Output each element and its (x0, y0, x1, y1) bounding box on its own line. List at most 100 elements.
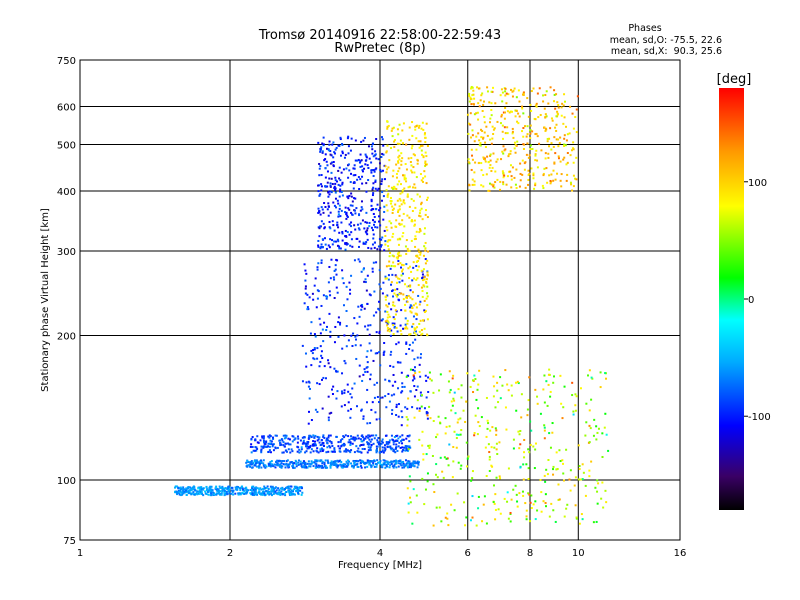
echo-point (328, 412, 331, 415)
echo-point (401, 450, 404, 453)
echo-point (515, 109, 518, 112)
echo-point (339, 136, 342, 139)
echo-point (312, 434, 315, 437)
echo-point (559, 460, 562, 463)
echo-point (529, 137, 532, 140)
echo-point (416, 460, 419, 463)
echo-point (471, 183, 474, 186)
echo-point (334, 191, 337, 194)
echo-point (350, 221, 353, 224)
echo-point (409, 368, 412, 371)
echo-point (494, 102, 497, 105)
echo-point (393, 186, 396, 189)
echo-point (353, 460, 356, 463)
echo-point (371, 188, 374, 191)
echo-point (372, 186, 375, 189)
echo-point (536, 509, 539, 512)
echo-point (405, 459, 408, 462)
echo-point (527, 156, 530, 159)
echo-point (353, 224, 356, 227)
echo-point (210, 485, 213, 488)
echo-point (401, 235, 404, 238)
echo-point (356, 159, 359, 162)
echo-point (264, 445, 267, 448)
echo-point (426, 216, 429, 219)
echo-point (377, 187, 380, 190)
echo-point (297, 463, 300, 466)
echo-point (417, 461, 420, 464)
echo-point (406, 407, 409, 410)
echo-point (526, 408, 529, 411)
echo-point (589, 427, 592, 430)
echo-point (366, 238, 369, 241)
echo-point (354, 344, 357, 347)
echo-point (340, 405, 343, 408)
echo-point (319, 444, 322, 447)
echo-point (192, 491, 195, 494)
echo-point (370, 247, 373, 250)
echo-point (304, 287, 307, 290)
echo-point (320, 439, 323, 442)
echo-point (347, 409, 350, 412)
echo-point (446, 512, 449, 515)
echo-point (424, 258, 427, 261)
echo-point (409, 310, 412, 313)
echo-point (319, 323, 322, 326)
echo-point (331, 444, 334, 447)
echo-point (325, 325, 328, 328)
x-tick-label: 8 (527, 548, 533, 559)
echo-point (477, 383, 480, 386)
echo-point (494, 518, 497, 521)
echo-point (326, 466, 329, 469)
echo-point (422, 453, 425, 456)
echo-point (525, 135, 528, 138)
echo-point (400, 163, 403, 166)
y-tick-label: 75 (63, 536, 76, 547)
echo-point (347, 463, 350, 466)
echo-point (218, 485, 221, 488)
echo-point (375, 447, 378, 450)
echo-point (174, 490, 177, 493)
echo-point (501, 150, 504, 153)
echo-point (386, 168, 389, 171)
echo-point (445, 457, 448, 460)
echo-point (495, 160, 498, 163)
echo-point (337, 240, 340, 243)
echo-point (364, 163, 367, 166)
echo-point (422, 254, 425, 257)
echo-point (346, 137, 349, 140)
echo-point (371, 229, 374, 232)
echo-point (354, 228, 357, 231)
echo-point (420, 394, 423, 397)
echo-point (542, 500, 545, 503)
echo-point (522, 143, 525, 146)
echo-point (364, 325, 367, 328)
echo-point (505, 183, 508, 186)
echo-point (386, 294, 389, 297)
echo-point (339, 154, 342, 157)
echo-point (548, 515, 551, 518)
echo-point (504, 148, 507, 151)
echo-point (376, 248, 379, 251)
echo-point (352, 466, 355, 469)
echo-point (321, 238, 324, 241)
echo-point (340, 142, 343, 145)
echo-point (402, 122, 405, 125)
echo-point (329, 462, 332, 465)
echo-point (364, 153, 367, 156)
echo-point (225, 490, 228, 493)
echo-point (372, 359, 375, 362)
echo-point (411, 134, 414, 137)
echo-point (425, 396, 428, 399)
echo-point (521, 130, 524, 133)
echo-point (543, 429, 546, 432)
echo-point (406, 327, 409, 330)
echo-point (385, 460, 388, 463)
echo-point (259, 459, 262, 462)
echo-point (395, 443, 398, 446)
echo-point (193, 486, 196, 489)
echo-point (535, 105, 538, 108)
echo-point (496, 178, 499, 181)
echo-point (399, 361, 402, 364)
echo-point (388, 159, 391, 162)
